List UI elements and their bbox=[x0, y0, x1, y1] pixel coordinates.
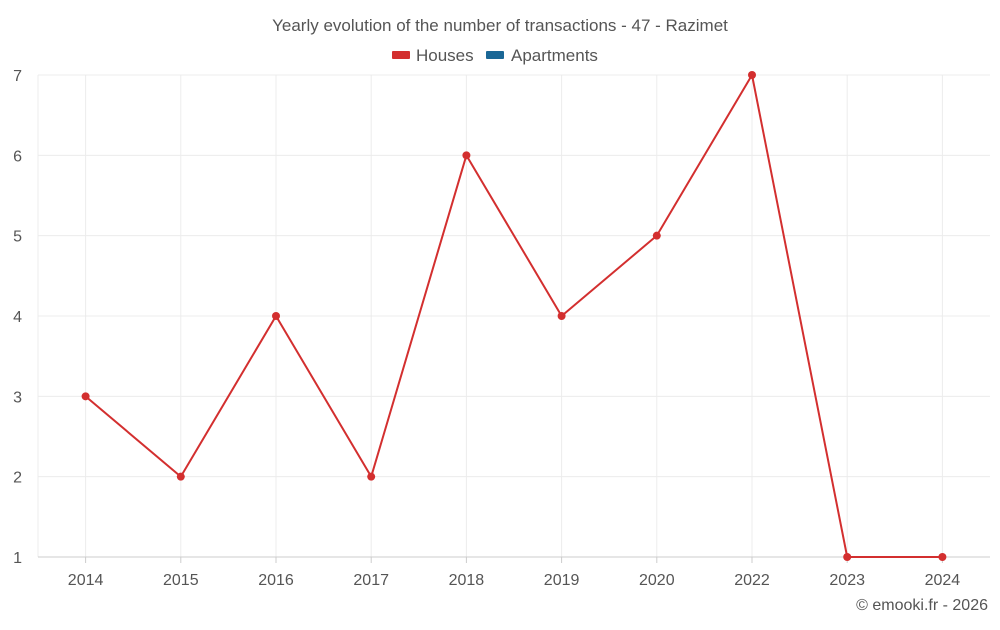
data-point-houses[interactable] bbox=[367, 472, 376, 481]
series-line-houses bbox=[84, 74, 943, 558]
axes: 1 2 3 4 5 6 7 2014 2015 2016 2017 2018 2019 2020 2022 2… bbox=[13, 68, 990, 589]
data-point-houses[interactable] bbox=[272, 312, 280, 320]
y-tick-label: 5 bbox=[13, 229, 22, 246]
legend-label-houses[interactable]: Houses bbox=[416, 46, 474, 65]
x-tick-label: 2023 bbox=[829, 572, 865, 589]
credit-text: © emooki.fr - 2026 bbox=[856, 597, 988, 614]
data-point-houses[interactable] bbox=[81, 392, 90, 401]
x-tick-label: 2022 bbox=[734, 572, 770, 589]
x-tick-label: 2016 bbox=[258, 572, 294, 589]
x-tick-label: 2020 bbox=[639, 572, 675, 589]
y-tick-label: 1 bbox=[13, 550, 22, 567]
y-tick-label: 4 bbox=[13, 309, 22, 326]
legend-swatch-houses bbox=[392, 51, 410, 59]
x-tick-label: 2017 bbox=[353, 572, 389, 589]
grid bbox=[38, 74, 990, 557]
data-point-houses[interactable] bbox=[843, 553, 852, 561]
x-tick-label: 2014 bbox=[68, 572, 104, 589]
x-tick-label: 2018 bbox=[449, 572, 485, 589]
y-tick-label: 3 bbox=[13, 389, 22, 406]
chart-title: Yearly evolution of the number of transa… bbox=[272, 16, 728, 35]
y-tick-label: 2 bbox=[13, 470, 22, 487]
data-point-houses[interactable] bbox=[938, 553, 947, 561]
data-point-houses[interactable] bbox=[557, 312, 566, 320]
legend-swatch-apartments bbox=[486, 51, 504, 59]
x-tick-label: 2019 bbox=[544, 572, 580, 589]
legend-label-apartments[interactable]: Apartments bbox=[511, 46, 598, 65]
data-point-houses[interactable] bbox=[176, 472, 185, 481]
series-layer bbox=[81, 71, 947, 561]
data-point-houses[interactable] bbox=[652, 231, 661, 240]
data-point-houses[interactable] bbox=[748, 71, 756, 79]
y-tick-label: 7 bbox=[13, 68, 22, 85]
legend: Houses Apartments bbox=[392, 46, 598, 65]
y-tick-label: 6 bbox=[13, 148, 22, 165]
x-tick-label: 2024 bbox=[925, 572, 961, 589]
data-point-houses[interactable] bbox=[462, 151, 471, 160]
x-tick-label: 2015 bbox=[163, 572, 199, 589]
